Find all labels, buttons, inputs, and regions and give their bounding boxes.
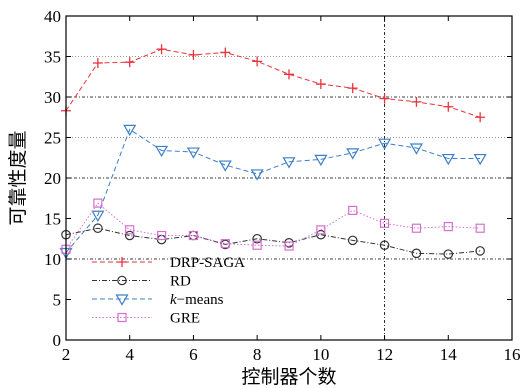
legend-item: GRE	[92, 311, 200, 327]
series-line	[65, 227, 481, 255]
x-tick-label: 8	[253, 345, 262, 364]
data-point	[347, 235, 358, 246]
x-tick-label: 12	[376, 345, 393, 364]
y-tick-label: 30	[44, 88, 61, 107]
data-point	[379, 93, 390, 104]
data-point	[117, 257, 127, 267]
data-point	[155, 145, 169, 158]
y-tick-label: 35	[44, 48, 61, 67]
data-point	[314, 154, 328, 167]
data-point	[252, 233, 262, 244]
legend-label: RD	[170, 274, 191, 290]
x-tick-label: 16	[504, 345, 521, 364]
data-point	[156, 44, 167, 55]
data-point	[411, 248, 422, 259]
data-point	[443, 101, 454, 112]
legend-label: GRE	[170, 311, 200, 327]
legend-item: k−means	[92, 292, 224, 308]
data-point	[347, 83, 358, 94]
y-tick-label: 10	[44, 250, 61, 269]
data-point	[441, 153, 455, 166]
data-point	[218, 160, 232, 172]
data-point	[379, 218, 390, 228]
data-point	[92, 57, 103, 68]
data-point	[411, 223, 422, 233]
data-point	[186, 147, 200, 159]
legend-label: DRP-SAGA	[170, 255, 245, 271]
data-point	[125, 225, 135, 235]
data-point	[284, 241, 294, 251]
y-tick-label: 40	[44, 7, 61, 26]
data-point	[220, 47, 231, 58]
y-tick-label: 5	[53, 291, 62, 310]
y-tick-label: 0	[53, 331, 62, 350]
data-point	[220, 239, 230, 249]
data-point	[475, 223, 485, 233]
grid-lines	[66, 15, 512, 340]
data-point	[411, 96, 422, 107]
data-point	[124, 57, 135, 68]
data-point	[315, 79, 326, 90]
data-point	[188, 49, 199, 60]
data-point	[346, 148, 360, 160]
data-point	[123, 124, 137, 137]
data-point	[91, 210, 105, 222]
data-point	[117, 312, 127, 323]
data-point	[443, 222, 453, 232]
series-line	[65, 48, 481, 118]
series-k-means	[59, 124, 487, 260]
y-tick-label: 20	[44, 169, 61, 188]
data-point	[379, 240, 390, 251]
data-point	[252, 56, 263, 67]
series-layer	[59, 44, 487, 260]
legend-item: RD	[92, 274, 191, 290]
series-line	[65, 202, 481, 250]
x-axis-label: 控制器个数	[241, 366, 336, 388]
data-point	[378, 138, 392, 150]
data-point	[316, 225, 326, 235]
legend-label: k−means	[170, 292, 224, 308]
data-point	[156, 230, 167, 241]
data-point	[252, 240, 262, 250]
series-drp-saga	[61, 44, 486, 123]
data-point	[284, 69, 294, 80]
data-point	[188, 230, 199, 241]
data-point	[282, 157, 296, 169]
data-point	[348, 205, 358, 215]
series-gre	[61, 198, 485, 254]
y-tick-label: 15	[44, 210, 61, 229]
y-axis-label: 可靠性度量	[7, 130, 29, 225]
data-point	[93, 223, 103, 234]
data-point	[473, 153, 487, 166]
data-point	[316, 229, 326, 240]
legend-item: DRP-SAGA	[92, 255, 245, 271]
series-line	[65, 128, 481, 253]
data-point	[409, 143, 423, 155]
x-tick-label: 2	[62, 345, 71, 364]
x-tick-label: 10	[312, 345, 329, 364]
data-point	[250, 169, 264, 181]
data-point	[93, 198, 103, 208]
x-tick-label: 4	[125, 345, 134, 364]
data-point	[124, 230, 135, 241]
data-point	[475, 112, 486, 123]
x-tick-label: 14	[440, 345, 458, 364]
axis-ticks: 2 4 6 8 10 12 14 16 0 5 10 15 20 25 30 35 40	[44, 7, 521, 364]
data-point	[115, 294, 129, 306]
data-point	[475, 246, 485, 256]
data-point	[443, 249, 454, 259]
legend: DRP-SAGA RD k−means GRE	[92, 255, 245, 327]
x-tick-label: 6	[189, 345, 198, 364]
data-point	[117, 275, 127, 286]
y-tick-label: 25	[44, 129, 61, 148]
